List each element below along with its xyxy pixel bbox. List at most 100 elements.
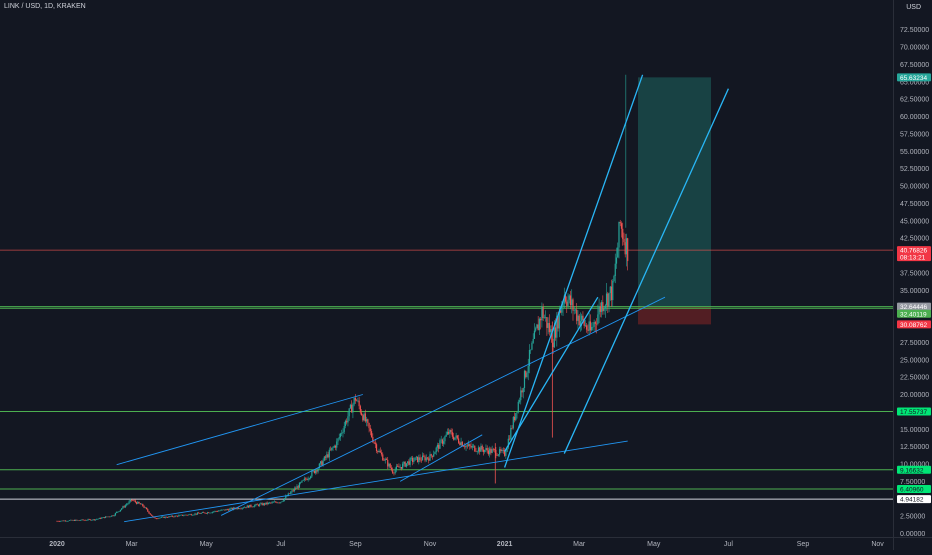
candle-body[interactable] bbox=[96, 519, 98, 520]
candle-body[interactable] bbox=[321, 461, 323, 466]
candle-body[interactable] bbox=[602, 302, 604, 312]
candle-body[interactable] bbox=[313, 470, 315, 474]
candle-body[interactable] bbox=[154, 517, 156, 519]
candle-body[interactable] bbox=[286, 495, 288, 497]
candle-body[interactable] bbox=[440, 439, 442, 441]
candle-body[interactable] bbox=[191, 515, 194, 516]
candle-body[interactable] bbox=[265, 502, 267, 505]
candle-body[interactable] bbox=[315, 470, 317, 474]
candle-body[interactable] bbox=[307, 478, 309, 480]
candle-body[interactable] bbox=[221, 509, 223, 511]
candle-body[interactable] bbox=[512, 416, 514, 429]
candle-body[interactable] bbox=[610, 286, 613, 301]
candle-body[interactable] bbox=[513, 416, 516, 421]
candle-body[interactable] bbox=[531, 342, 533, 350]
candle-body[interactable] bbox=[140, 503, 143, 505]
candle-body[interactable] bbox=[496, 455, 498, 457]
candle-body[interactable] bbox=[72, 520, 74, 521]
candle-body[interactable] bbox=[119, 509, 122, 512]
candle-body[interactable] bbox=[413, 460, 415, 462]
candle-body[interactable] bbox=[260, 503, 262, 505]
candle-body[interactable] bbox=[113, 515, 115, 517]
candle-body[interactable] bbox=[506, 447, 508, 452]
candle-body[interactable] bbox=[133, 500, 135, 502]
candle-body[interactable] bbox=[181, 514, 184, 516]
candle-body[interactable] bbox=[57, 521, 59, 522]
candle-body[interactable] bbox=[190, 514, 192, 516]
candle-body[interactable] bbox=[500, 449, 502, 452]
candle-body[interactable] bbox=[510, 427, 512, 440]
candle-body[interactable] bbox=[240, 508, 242, 510]
candle-body[interactable] bbox=[303, 478, 306, 480]
candle-body[interactable] bbox=[170, 515, 172, 517]
candle-body[interactable] bbox=[98, 517, 100, 519]
candle-body[interactable] bbox=[393, 472, 395, 474]
candle-body[interactable] bbox=[439, 440, 441, 449]
candle-body[interactable] bbox=[229, 508, 231, 511]
candle-body[interactable] bbox=[66, 521, 68, 522]
candle-body[interactable] bbox=[593, 322, 595, 327]
candle-body[interactable] bbox=[256, 504, 258, 505]
candle-body[interactable] bbox=[223, 509, 225, 511]
candle-body[interactable] bbox=[578, 315, 580, 326]
candle-body[interactable] bbox=[127, 503, 129, 505]
candle-body[interactable] bbox=[476, 451, 478, 453]
candle-body[interactable] bbox=[547, 323, 549, 328]
candle-body[interactable] bbox=[390, 467, 393, 470]
candle-body[interactable] bbox=[247, 505, 250, 508]
candle-body[interactable] bbox=[492, 449, 495, 450]
candle-body[interactable] bbox=[459, 442, 461, 446]
candle-body[interactable] bbox=[78, 520, 80, 521]
profit-zone[interactable] bbox=[638, 77, 711, 307]
candle-body[interactable] bbox=[205, 513, 207, 514]
candle-body[interactable] bbox=[479, 447, 481, 452]
candle-body[interactable] bbox=[525, 370, 527, 378]
candle-body[interactable] bbox=[587, 329, 589, 331]
candle-body[interactable] bbox=[93, 519, 95, 521]
candle-body[interactable] bbox=[369, 428, 371, 432]
candle-body[interactable] bbox=[441, 439, 444, 444]
candle-body[interactable] bbox=[625, 238, 628, 255]
candle-body[interactable] bbox=[152, 515, 154, 517]
candle-body[interactable] bbox=[446, 431, 449, 435]
candle-body[interactable] bbox=[557, 315, 559, 329]
candle-body[interactable] bbox=[61, 520, 63, 522]
candle-body[interactable] bbox=[168, 516, 170, 518]
candle-body[interactable] bbox=[114, 512, 117, 516]
candle-body[interactable] bbox=[368, 422, 370, 429]
candle-body[interactable] bbox=[326, 454, 328, 458]
candle-body[interactable] bbox=[250, 504, 252, 507]
candle-body[interactable] bbox=[516, 412, 518, 414]
candle-body[interactable] bbox=[88, 519, 90, 520]
candle-body[interactable] bbox=[548, 323, 550, 333]
candle-body[interactable] bbox=[600, 302, 603, 312]
candle-body[interactable] bbox=[460, 441, 462, 446]
candle-body[interactable] bbox=[295, 488, 297, 489]
candle-body[interactable] bbox=[603, 308, 605, 312]
symbol-title[interactable]: LINK / USD, 1D, KRAKEN bbox=[4, 3, 86, 10]
candle-body[interactable] bbox=[487, 450, 490, 455]
candle-body[interactable] bbox=[451, 432, 453, 437]
candle-body[interactable] bbox=[543, 317, 545, 319]
candle-body[interactable] bbox=[280, 501, 282, 503]
candle-body[interactable] bbox=[385, 458, 388, 460]
candle-body[interactable] bbox=[429, 454, 431, 461]
candle-body[interactable] bbox=[416, 456, 419, 463]
candle-body[interactable] bbox=[137, 501, 139, 504]
candle-body[interactable] bbox=[457, 438, 460, 443]
candle-body[interactable] bbox=[414, 457, 416, 461]
candle-body[interactable] bbox=[343, 426, 345, 432]
candle-body[interactable] bbox=[227, 509, 230, 511]
candle-body[interactable] bbox=[193, 514, 195, 516]
candle-body[interactable] bbox=[97, 518, 99, 520]
candle-body[interactable] bbox=[471, 445, 473, 448]
candle-body[interactable] bbox=[454, 437, 456, 440]
candle-body[interactable] bbox=[249, 504, 251, 508]
candle-body[interactable] bbox=[257, 504, 260, 506]
candle-body[interactable] bbox=[541, 306, 543, 321]
candle-body[interactable] bbox=[436, 444, 439, 448]
candle-body[interactable] bbox=[465, 445, 467, 448]
candle-body[interactable] bbox=[532, 338, 534, 343]
candle-body[interactable] bbox=[310, 476, 312, 479]
candle-body[interactable] bbox=[566, 301, 568, 306]
